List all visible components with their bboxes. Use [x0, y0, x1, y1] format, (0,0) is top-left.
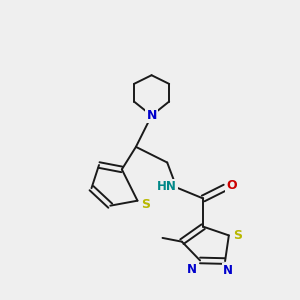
- Text: N: N: [146, 109, 157, 122]
- Text: N: N: [223, 264, 233, 277]
- Text: N: N: [187, 263, 197, 276]
- Text: O: O: [227, 179, 237, 192]
- Text: S: S: [141, 198, 150, 211]
- Text: HN: HN: [157, 180, 176, 194]
- Text: S: S: [233, 229, 242, 242]
